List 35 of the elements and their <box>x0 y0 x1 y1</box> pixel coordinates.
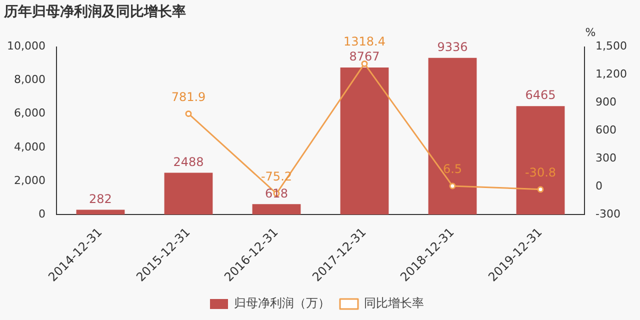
point <box>449 182 456 190</box>
data-label: -30.8 <box>524 166 556 180</box>
y-tick-label: 8,000 <box>14 73 46 86</box>
y2-tick-label: -300 <box>596 207 620 220</box>
y2-tick-label: 300 <box>596 151 617 164</box>
legend-label: 归母净利润（万） <box>234 296 330 310</box>
bar <box>76 210 125 215</box>
y-tick-label: 0 <box>38 207 46 220</box>
chart-title: 历年归母净利润及同比增长率 <box>3 3 186 20</box>
y2-tick-label: 0 <box>596 179 603 192</box>
bar <box>516 106 565 215</box>
point <box>537 186 544 193</box>
y-tick-label: 6,000 <box>14 106 46 120</box>
y-tick-label: 4,000 <box>14 140 46 154</box>
bar <box>252 204 301 215</box>
y-tick-label: 10,000 <box>6 40 46 53</box>
bar <box>164 172 213 215</box>
y-tick-label: 2,000 <box>14 174 46 187</box>
y2-tick-label: 900 <box>596 96 617 109</box>
data-label: 282 <box>89 192 112 206</box>
point <box>185 110 192 117</box>
data-label: 1318.4 <box>344 34 386 49</box>
y2-tick-label: 1,500 <box>596 40 628 53</box>
data-label: 6465 <box>525 88 556 102</box>
data-label: 781.9 <box>171 90 206 104</box>
data-label: 8767 <box>349 50 380 64</box>
legend-label: 同比增长率 <box>364 296 424 310</box>
data-label: 6.5 <box>442 162 462 176</box>
data-label: 9336 <box>437 40 468 54</box>
bar <box>340 67 389 215</box>
y2-tick-label: 600 <box>596 124 617 137</box>
bar <box>428 58 477 215</box>
y2-axis-title: % <box>585 26 596 40</box>
y2-tick-label: 1,200 <box>596 68 628 81</box>
data-label: 2488 <box>173 154 204 169</box>
